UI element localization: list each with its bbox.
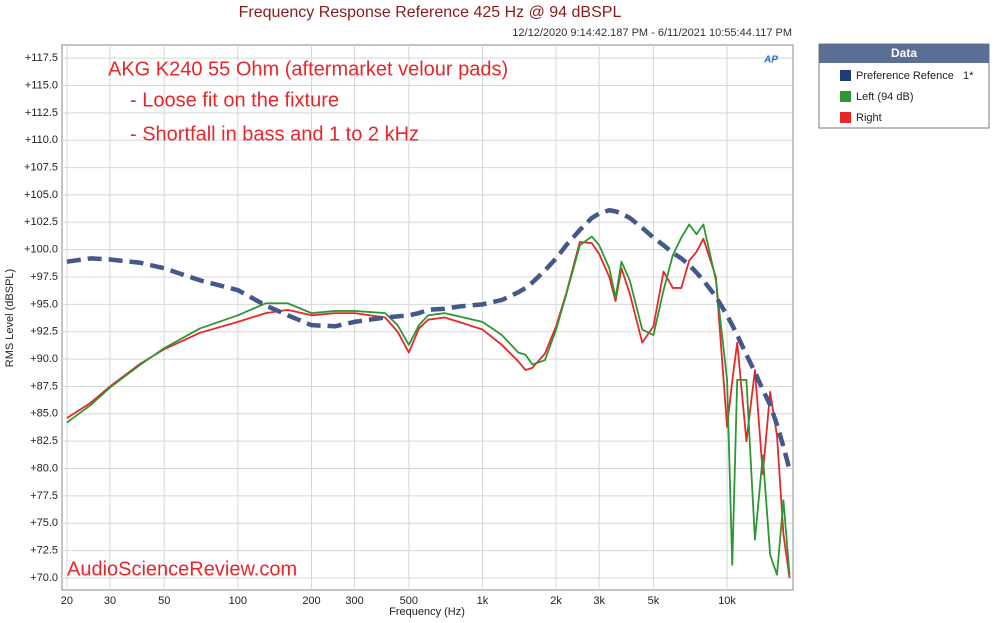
y-tick-label: +82.5: [30, 435, 58, 447]
legend-note: 1*: [963, 70, 974, 82]
y-tick-label: +77.5: [30, 490, 58, 502]
y-tick-label: +87.5: [30, 380, 58, 392]
series-line: [66, 223, 791, 576]
legend-swatch: [840, 112, 851, 123]
x-axis-label: Frequency (Hz): [389, 606, 465, 618]
legend-header: [819, 44, 989, 63]
y-tick-label: +72.5: [30, 545, 58, 557]
y-tick-label: +92.5: [30, 326, 58, 338]
y-tick-label: +97.5: [30, 271, 58, 283]
legend-title: Data: [891, 46, 917, 60]
x-tick-label: 100: [229, 595, 247, 607]
x-tick-label: 500: [400, 595, 418, 607]
x-tick-label: 10k: [718, 595, 736, 607]
y-tick-label: +95.0: [30, 298, 58, 310]
y-tick-label: +112.5: [25, 107, 58, 119]
y-tick-label: +70.0: [30, 572, 58, 584]
legend: Data Preference Refence 1* Left (94 dB) Rig…: [818, 43, 990, 129]
chart-title: Frequency Response Reference 425 Hz @ 94…: [239, 4, 622, 21]
annotation: AKG K240 55 Ohm (aftermarket velour pads…: [108, 58, 508, 80]
y-tick-label: +90.0: [30, 353, 58, 365]
x-tick-label: 30: [104, 595, 116, 607]
annotation: - Loose fit on the fixture: [130, 89, 339, 111]
x-tick-label: 1k: [477, 595, 489, 607]
plot-area: [61, 44, 794, 591]
lines: [66, 208, 792, 579]
y-tick-label: +75.0: [30, 517, 58, 529]
x-tick-label: 50: [158, 595, 170, 607]
y-tick-label: +115.0: [25, 79, 58, 91]
grid: [62, 45, 793, 590]
y-tick-label: +85.0: [30, 408, 58, 420]
logo: AP: [763, 55, 778, 66]
watermark: AudioScienceReview.com: [67, 558, 297, 580]
legend-swatch: [840, 91, 851, 102]
annotation: - Shortfall in bass and 1 to 2 kHz: [130, 123, 419, 145]
y-tick-label: +117.5: [25, 52, 58, 64]
series-line: [66, 208, 792, 471]
y-tick-label: +100.0: [24, 244, 58, 256]
x-tick-label: 5k: [648, 595, 660, 607]
x-tick-label: 2k: [550, 595, 562, 607]
legend-label: Preference Refence: [856, 70, 954, 82]
y-tick-label: +110.0: [25, 134, 58, 146]
x-tick-label: 3k: [593, 595, 605, 607]
legend-label: Left (94 dB): [856, 91, 913, 103]
legend-swatch: [840, 70, 851, 81]
y-tick-label: +80.0: [30, 462, 58, 474]
y-axis-label: RMS Level (dBSPL): [4, 269, 16, 367]
x-tick-label: 20: [61, 595, 73, 607]
x-tick-label: 300: [345, 595, 363, 607]
legend-label: Right: [856, 112, 882, 124]
chart-subtitle: 12/12/2020 9:14:42.187 PM - 6/11/2021 10…: [512, 27, 792, 39]
y-tick-label: +102.5: [24, 216, 58, 228]
x-tick-label: 200: [302, 595, 320, 607]
y-tick-label: +107.5: [24, 161, 58, 173]
y-tick-label: +105.0: [24, 189, 58, 201]
